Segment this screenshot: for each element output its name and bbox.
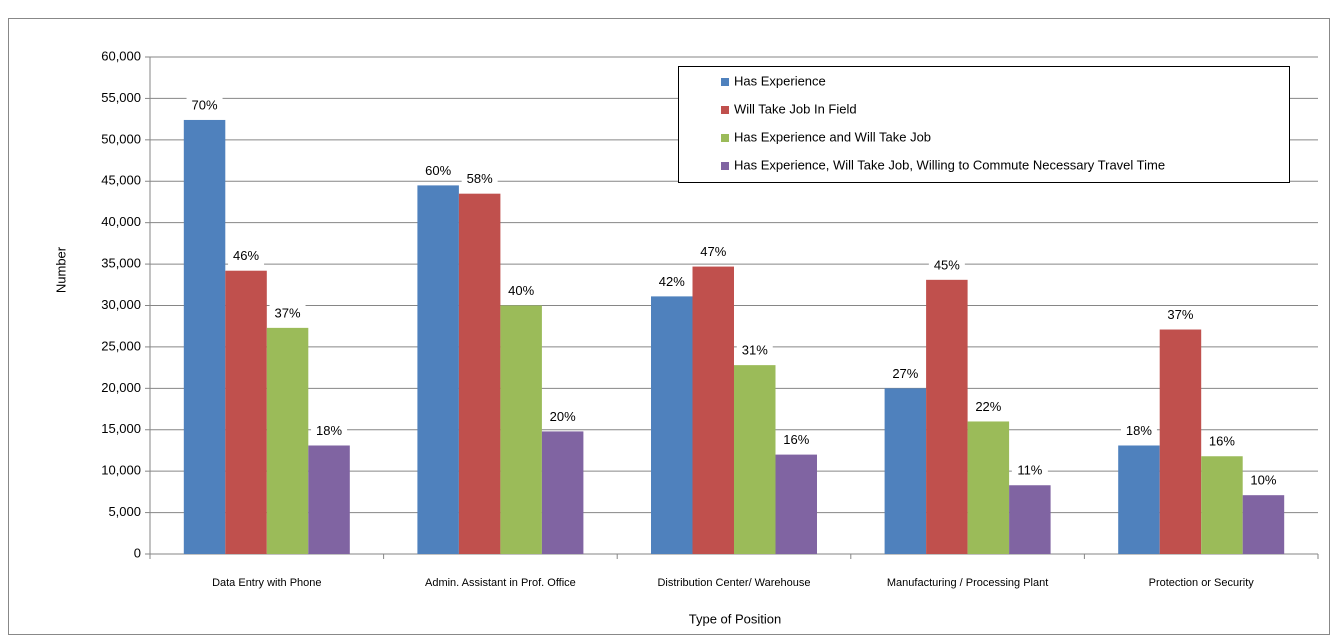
data-label: 16%	[783, 432, 809, 447]
data-label: 22%	[975, 399, 1001, 414]
bar	[651, 296, 693, 554]
label-bg	[887, 365, 924, 384]
label-bg	[970, 398, 1007, 417]
bar	[308, 445, 350, 554]
y-tick-label: 0	[134, 545, 141, 560]
data-label: 20%	[550, 409, 576, 424]
data-label: 16%	[1209, 434, 1235, 449]
data-label: 42%	[659, 274, 685, 289]
bar	[225, 270, 267, 554]
legend-label: Has Experience and Will Take Job	[734, 129, 931, 144]
bar	[500, 305, 542, 554]
bar	[541, 431, 584, 554]
legend-swatch	[721, 162, 729, 170]
label-bg	[1245, 472, 1282, 491]
x-tick-label: Data Entry with Phone	[212, 577, 321, 589]
x-tick-label: Distribution Center/ Warehouse	[657, 577, 810, 589]
y-tick-label: 20,000	[101, 380, 141, 395]
y-tick-label: 35,000	[101, 256, 141, 271]
data-label: 10%	[1250, 473, 1276, 488]
y-tick-label: 40,000	[101, 214, 141, 229]
label-bg	[503, 282, 540, 301]
label-bg	[653, 273, 690, 292]
data-label: 37%	[275, 305, 301, 320]
data-label: 46%	[233, 248, 259, 263]
label-bg	[778, 431, 815, 450]
y-tick-label: 60,000	[101, 48, 141, 63]
legend-label: Has Experience	[734, 73, 826, 88]
y-tick-label: 10,000	[101, 463, 141, 478]
data-label: 47%	[700, 244, 726, 259]
x-tick-label: Protection or Security	[1149, 577, 1255, 589]
bar	[734, 365, 776, 554]
legend-swatch	[721, 106, 729, 114]
data-label: 18%	[316, 423, 342, 438]
label-bg	[228, 247, 265, 266]
label-bg	[928, 256, 965, 275]
legend-box	[678, 66, 1290, 183]
bar	[183, 119, 226, 554]
data-label: 27%	[892, 366, 918, 381]
bar	[1118, 445, 1160, 554]
bar	[692, 266, 734, 554]
label-bg	[544, 408, 581, 427]
bar	[1242, 495, 1285, 554]
data-label: 37%	[1167, 307, 1193, 322]
y-tick-label: 55,000	[101, 90, 141, 105]
label-bg	[420, 162, 457, 181]
label-bg	[461, 170, 498, 189]
label-bg	[269, 304, 306, 323]
label-bg	[695, 243, 732, 262]
bar	[926, 279, 968, 554]
y-tick-label: 45,000	[101, 173, 141, 188]
data-label: 18%	[1126, 423, 1152, 438]
label-bg	[736, 342, 773, 361]
x-axis-title: Type of Position	[689, 611, 782, 626]
legend-label: Will Take Job In Field	[734, 101, 857, 116]
label-bg	[1011, 462, 1048, 481]
label-bg	[1203, 433, 1240, 452]
legend-swatch	[721, 134, 729, 142]
data-label: 40%	[508, 283, 534, 298]
y-tick-label: 30,000	[101, 297, 141, 312]
data-label: 60%	[425, 163, 451, 178]
legend-label: Has Experience, Will Take Job, Willing t…	[734, 157, 1165, 172]
data-label: 11%	[1017, 463, 1042, 478]
label-bg	[311, 422, 348, 441]
x-tick-label: Admin. Assistant in Prof. Office	[425, 577, 576, 589]
y-tick-label: 25,000	[101, 338, 141, 353]
label-bg	[1120, 422, 1157, 441]
bar	[1159, 329, 1202, 554]
y-axis-title: Number	[53, 246, 68, 293]
bar	[458, 193, 501, 555]
bar	[884, 388, 927, 554]
label-bg	[1162, 306, 1199, 325]
x-tick-label: Manufacturing / Processing Plant	[887, 577, 1048, 589]
label-bg	[186, 96, 223, 115]
y-tick-label: 5,000	[108, 504, 141, 519]
bar	[1009, 485, 1051, 554]
y-tick-label: 15,000	[101, 421, 141, 436]
data-label: 70%	[192, 97, 218, 112]
bar	[775, 454, 817, 554]
data-label: 31%	[742, 343, 768, 358]
y-tick-label: 50,000	[101, 131, 141, 146]
bar	[417, 185, 459, 554]
bar	[266, 327, 309, 554]
legend-swatch	[721, 78, 729, 86]
data-label: 58%	[467, 171, 493, 186]
data-label: 45%	[934, 257, 960, 272]
bar	[967, 421, 1010, 554]
bar	[1201, 456, 1243, 554]
